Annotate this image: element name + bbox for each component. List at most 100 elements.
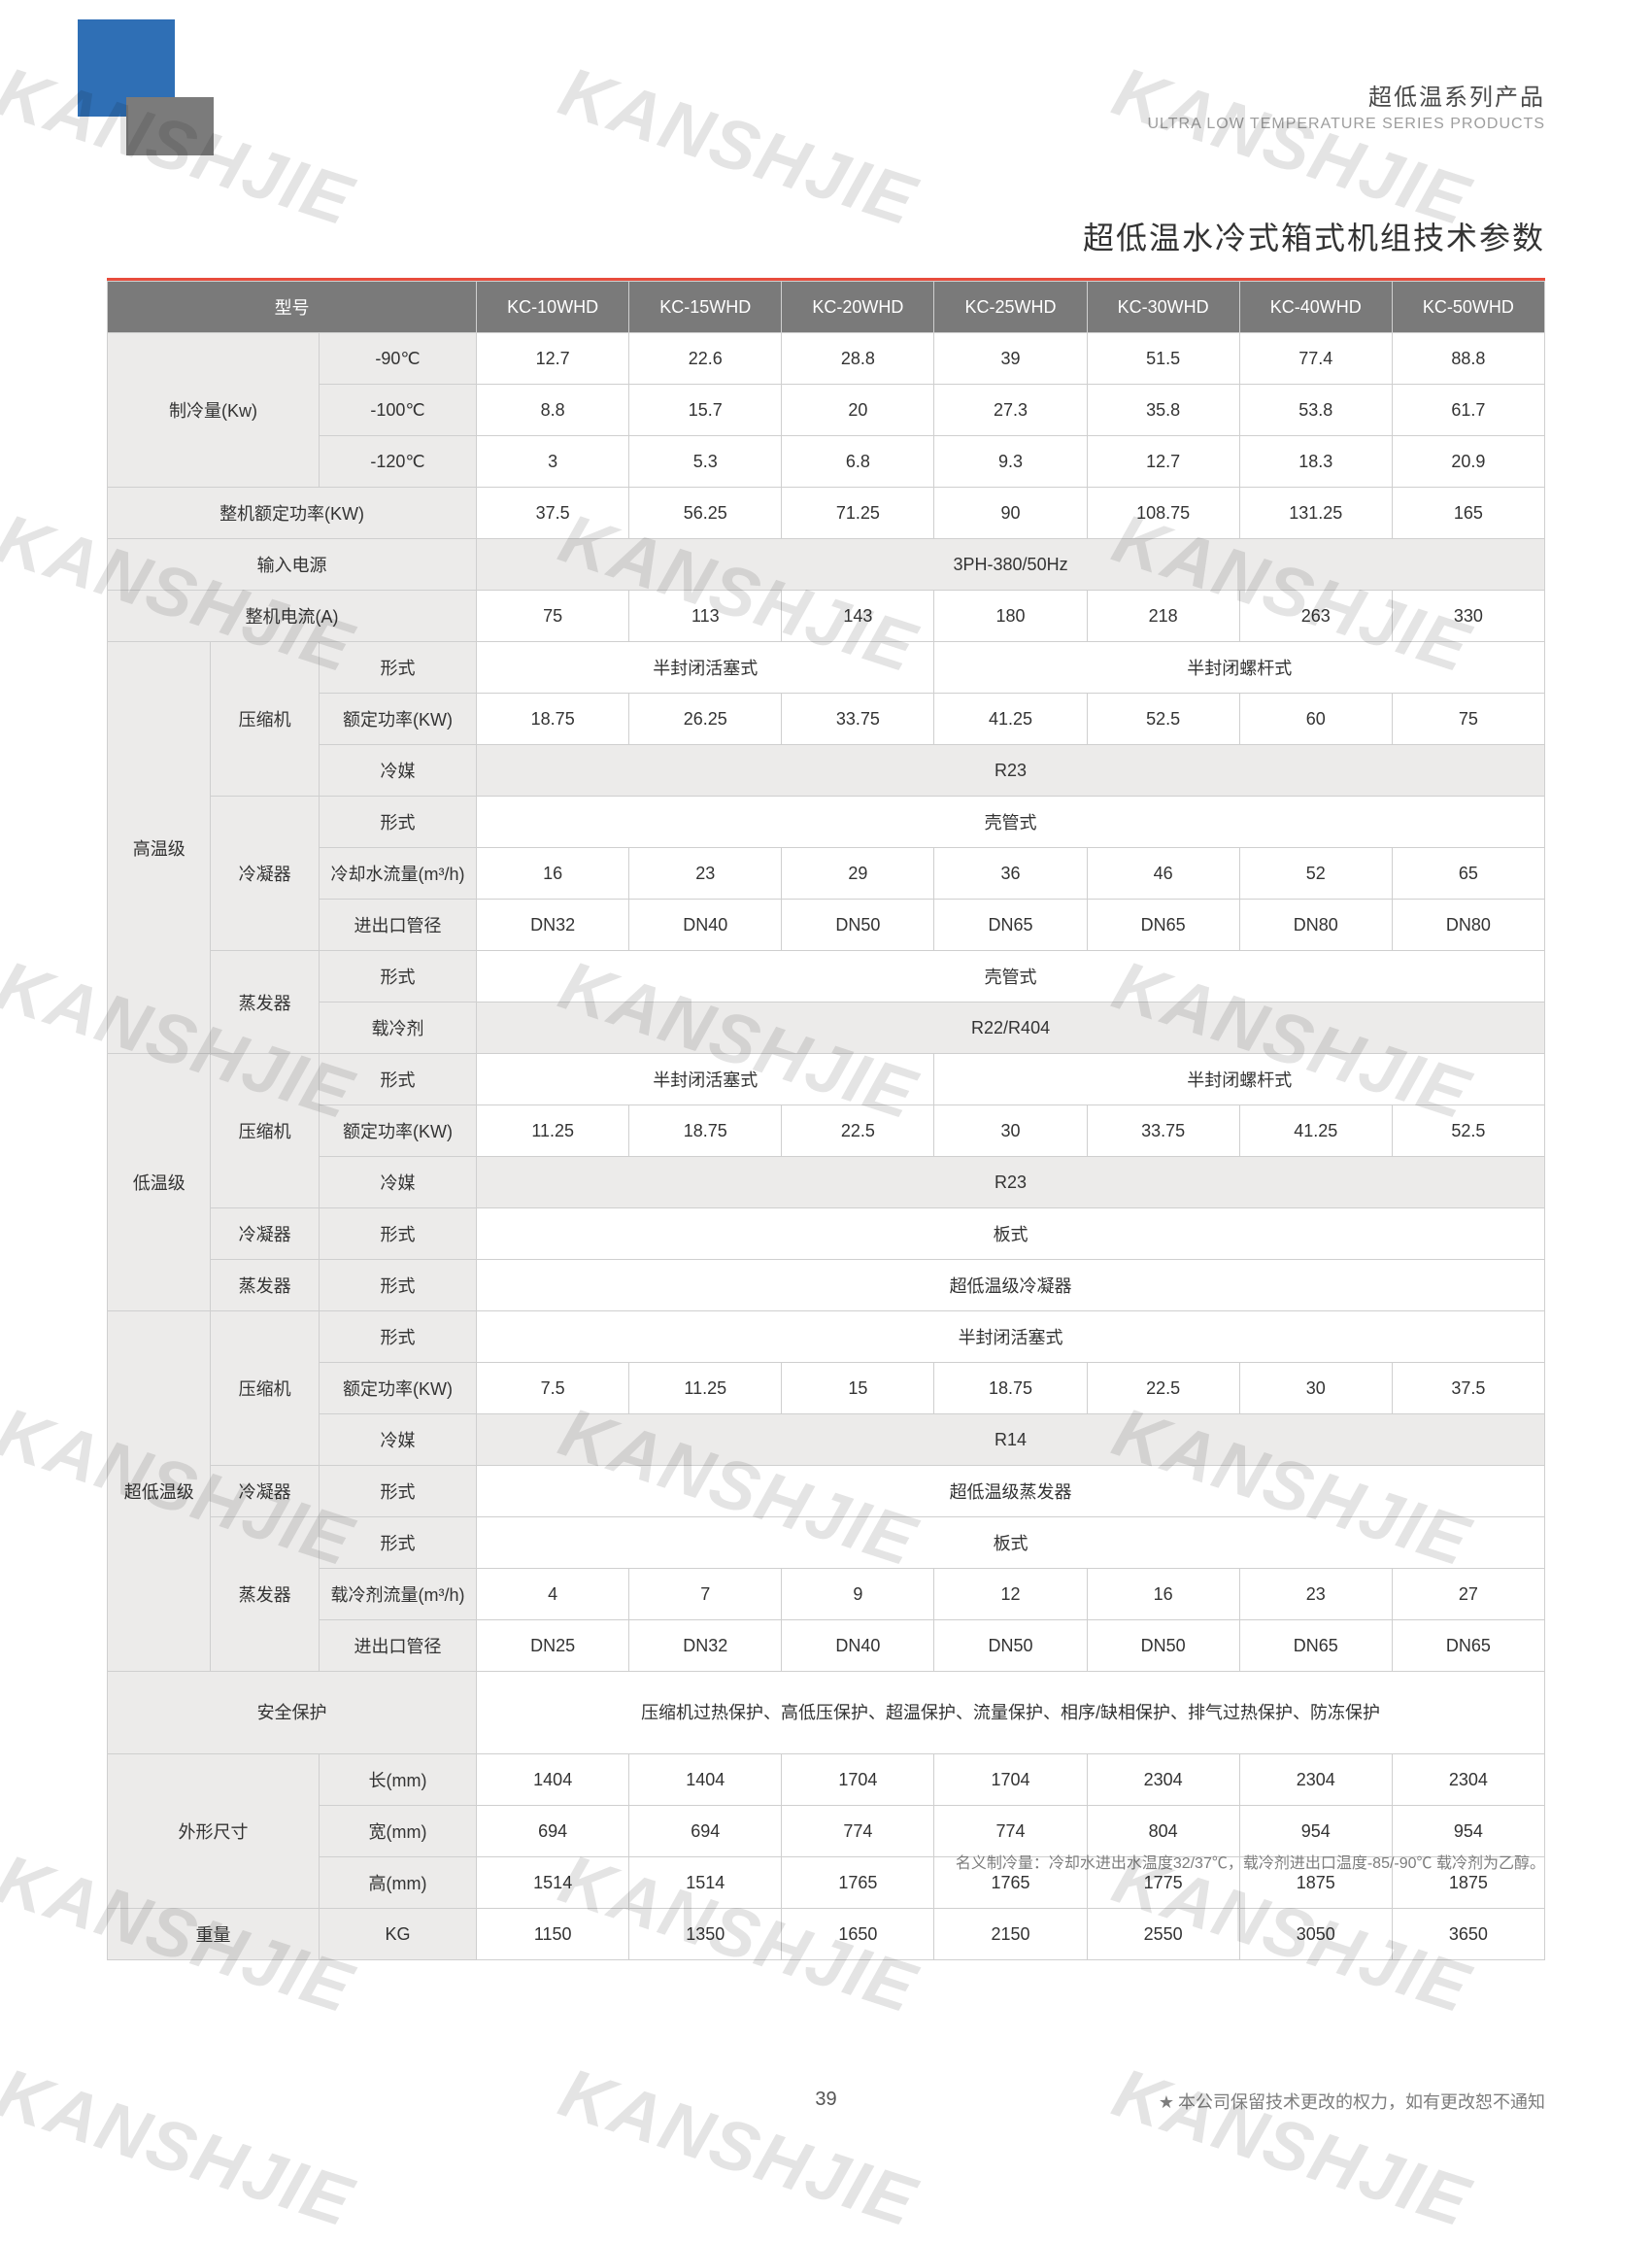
cell: 33.75: [1087, 1105, 1239, 1157]
cell: 11.25: [629, 1363, 782, 1414]
cell: 16: [477, 848, 629, 900]
hi-cond-form-label: 形式: [319, 797, 476, 848]
ul-comp-ref-value: R14: [477, 1414, 1545, 1466]
ul-group: 超低温级: [108, 1311, 211, 1672]
table-row: 安全保护 压缩机过热保护、高低压保护、超温保护、流量保护、相序/缺相保护、排气过…: [108, 1672, 1545, 1754]
hi-evap-form-label: 形式: [319, 951, 476, 1003]
page-category: 超低温系列产品 ULTRA LOW TEMPERATURE SERIES PRO…: [1148, 78, 1546, 133]
model-header: 型号: [108, 282, 477, 333]
cell: 12.7: [477, 333, 629, 385]
spec-table: 型号 KC-10WHD KC-15WHD KC-20WHD KC-25WHD K…: [107, 281, 1545, 1960]
watermark-text: KANSHJIE: [1104, 2053, 1480, 2242]
ul-comp-form-value: 半封闭活塞式: [477, 1311, 1545, 1363]
cell: 15: [782, 1363, 934, 1414]
ul-comp-form-label: 形式: [319, 1311, 476, 1363]
ul-evap-group: 蒸发器: [211, 1517, 320, 1672]
table-row: -120℃ 3 5.3 6.8 9.3 12.7 18.3 20.9: [108, 436, 1545, 488]
table-footnote: 名义制冷量：冷却水进出水温度32/37℃，载冷剂进出口温度-85/-90℃ 载冷…: [107, 1850, 1545, 1873]
cooling-label: -120℃: [319, 436, 476, 488]
lo-group: 低温级: [108, 1054, 211, 1311]
col-model: KC-20WHD: [782, 282, 934, 333]
cell: 37.5: [1392, 1363, 1544, 1414]
lo-comp-form-left: 半封闭活塞式: [477, 1054, 934, 1105]
cell: 11.25: [477, 1105, 629, 1157]
table-row: 额定功率(KW) 18.75 26.25 33.75 41.25 52.5 60…: [108, 694, 1545, 745]
table-row: 冷凝器 形式 壳管式: [108, 797, 1545, 848]
power-supply-value: 3PH-380/50Hz: [477, 539, 1545, 591]
cell: 53.8: [1239, 385, 1392, 436]
table-row: 冷却水流量(m³/h) 16 23 29 36 46 52 65: [108, 848, 1545, 900]
cell: 30: [934, 1105, 1087, 1157]
cell: DN65: [1392, 1620, 1544, 1672]
cell: 1404: [477, 1754, 629, 1806]
lo-evap-form-label: 形式: [319, 1260, 476, 1311]
disclaimer-text: 本公司保留技术更改的权力，如有更改恕不通知: [1178, 2092, 1545, 2112]
cell: 108.75: [1087, 488, 1239, 539]
table-row: 冷凝器 形式 超低温级蒸发器: [108, 1466, 1545, 1517]
cell: DN50: [782, 900, 934, 951]
table-row: 输入电源 3PH-380/50Hz: [108, 539, 1545, 591]
cell: 46: [1087, 848, 1239, 900]
cell: 131.25: [1239, 488, 1392, 539]
table-row: 进出口管径 DN32 DN40 DN50 DN65 DN65 DN80 DN80: [108, 900, 1545, 951]
ul-comp-power-label: 额定功率(KW): [319, 1363, 476, 1414]
hi-evap-group: 蒸发器: [211, 951, 320, 1054]
cell: DN80: [1239, 900, 1392, 951]
cell: 1150: [477, 1909, 629, 1960]
lo-cond-group: 冷凝器: [211, 1208, 320, 1260]
hi-comp-form-right: 半封闭螺杆式: [934, 642, 1545, 694]
col-model: KC-40WHD: [1239, 282, 1392, 333]
cell: 37.5: [477, 488, 629, 539]
cell: 29: [782, 848, 934, 900]
cell: 20: [782, 385, 934, 436]
cell: 1404: [629, 1754, 782, 1806]
cell: 6.8: [782, 436, 934, 488]
cell: 18.75: [477, 694, 629, 745]
cell: 26.25: [629, 694, 782, 745]
table-row: 超低温级 压缩机 形式 半封闭活塞式: [108, 1311, 1545, 1363]
table-row: 蒸发器 形式 壳管式: [108, 951, 1545, 1003]
col-model: KC-50WHD: [1392, 282, 1544, 333]
table-row: 低温级 压缩机 形式 半封闭活塞式 半封闭螺杆式: [108, 1054, 1545, 1105]
cell: 180: [934, 591, 1087, 642]
col-model: KC-30WHD: [1087, 282, 1239, 333]
col-model: KC-10WHD: [477, 282, 629, 333]
ul-comp-ref-label: 冷媒: [319, 1414, 476, 1466]
watermark-text: KANSHJIE: [0, 2053, 362, 2242]
cell: DN65: [1087, 900, 1239, 951]
cell: 18.3: [1239, 436, 1392, 488]
cell: 22.6: [629, 333, 782, 385]
hi-evap-carrier-label: 载冷剂: [319, 1003, 476, 1054]
lo-comp-group: 压缩机: [211, 1054, 320, 1208]
cell: 2150: [934, 1909, 1087, 1960]
cell: 23: [1239, 1569, 1392, 1620]
cell: 15.7: [629, 385, 782, 436]
lo-comp-ref-value: R23: [477, 1157, 1545, 1208]
cell: 27.3: [934, 385, 1087, 436]
hi-comp-power-label: 额定功率(KW): [319, 694, 476, 745]
cell: 2304: [1087, 1754, 1239, 1806]
cell: DN32: [477, 900, 629, 951]
cell: DN40: [629, 900, 782, 951]
cell: 2304: [1392, 1754, 1544, 1806]
dims-group: 外形尺寸: [108, 1754, 320, 1909]
cell: 165: [1392, 488, 1544, 539]
cell: 77.4: [1239, 333, 1392, 385]
ul-comp-group: 压缩机: [211, 1311, 320, 1466]
hi-group: 高温级: [108, 642, 211, 1054]
col-model: KC-25WHD: [934, 282, 1087, 333]
safety-value: 压缩机过热保护、高低压保护、超温保护、流量保护、相序/缺相保护、排气过热保护、防…: [477, 1672, 1545, 1754]
cell: 12: [934, 1569, 1087, 1620]
cell: 51.5: [1087, 333, 1239, 385]
table-row: 冷凝器 形式 板式: [108, 1208, 1545, 1260]
cell: 263: [1239, 591, 1392, 642]
table-row: 蒸发器 形式 超低温级冷凝器: [108, 1260, 1545, 1311]
cell: 1650: [782, 1909, 934, 1960]
table-row: 载冷剂 R22/R404: [108, 1003, 1545, 1054]
ul-evap-form-value: 板式: [477, 1517, 1545, 1569]
cell: 22.5: [782, 1105, 934, 1157]
cell: 16: [1087, 1569, 1239, 1620]
cell: 20.9: [1392, 436, 1544, 488]
cell: 36: [934, 848, 1087, 900]
lo-comp-form-right: 半封闭螺杆式: [934, 1054, 1545, 1105]
